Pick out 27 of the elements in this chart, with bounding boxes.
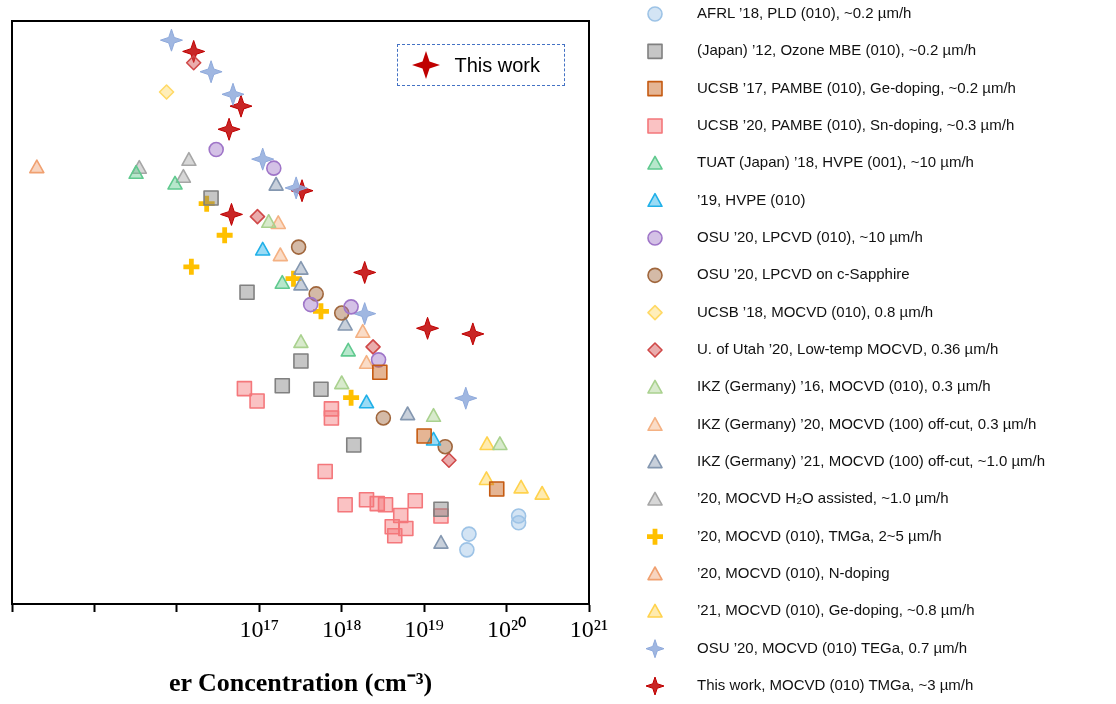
legend-label: ’19, HVPE (010) — [697, 190, 806, 208]
legend-label: UCSB ’17, PAMBE (010), Ge-doping, ~0.2 µm/h — [697, 78, 1016, 96]
x-tick-label: 10¹⁸ — [321, 615, 362, 642]
legend-label: OSU ’20, LPCVD (010), ~10 µm/h — [697, 228, 923, 246]
dashed-frame: This work — [397, 44, 565, 86]
legend-label: ’20, MOCVD H₂O assisted, ~1.0 µm/h — [697, 489, 949, 507]
legend-label: TUAT (Japan) ’18, HVPE (001), ~10 µm/h — [697, 153, 974, 171]
legend-label: IKZ (Germany) ’20, MOCVD (100) off-cut, 0.3 µm/h — [697, 414, 1037, 432]
legend-label: UCSB ’20, PAMBE (010), Sn-doping, ~0.3 µm/h — [697, 116, 1015, 134]
legend-label: UCSB ’18, MOCVD (010), 0.8 µm/h — [697, 302, 934, 320]
x-axis-title: er Concentration (cm⁻³) — [168, 668, 433, 698]
legend-label: OSU ’20, LPCVD on c-Sapphire — [697, 265, 910, 283]
legend-label: (Japan) ’12, Ozone MBE (010), ~0.2 µm/h — [697, 41, 977, 59]
legend-label: AFRL ’18, PLD (010), ~0.2 µm/h — [697, 4, 912, 22]
legend-label: This work, MOCVD (010) TMGa, ~3 µm/h — [697, 676, 974, 694]
legend-label: ’20, MOCVD (010), N-doping — [697, 564, 890, 582]
x-tick-label: 10²¹ — [569, 615, 609, 642]
x-tick-label: 10¹⁷ — [239, 615, 280, 642]
x-tick-label: 10¹⁹ — [404, 615, 444, 642]
legend-label: IKZ (Germany) ’16, MOCVD (010), 0.3 µm/h — [697, 377, 991, 395]
x-tick-label: 10²⁰ — [486, 615, 527, 642]
legend-label: OSU ’20, MOCVD (010) TEGa, 0.7 µm/h — [697, 638, 968, 656]
legend-label: ’21, MOCVD (010), Ge-doping, ~0.8 µm/h — [697, 601, 975, 619]
legend-label: ’20, MOCVD (010), TMGa, 2~5 µm/h — [697, 526, 942, 544]
legend-label: U. of Utah ’20, Low-temp MOCVD, 0.36 µm/h — [697, 340, 999, 358]
legend-label: IKZ (Germany) ’21, MOCVD (100) off-cut, ~1.0 µm/h — [697, 452, 1046, 470]
annotation: This work — [454, 53, 540, 77]
